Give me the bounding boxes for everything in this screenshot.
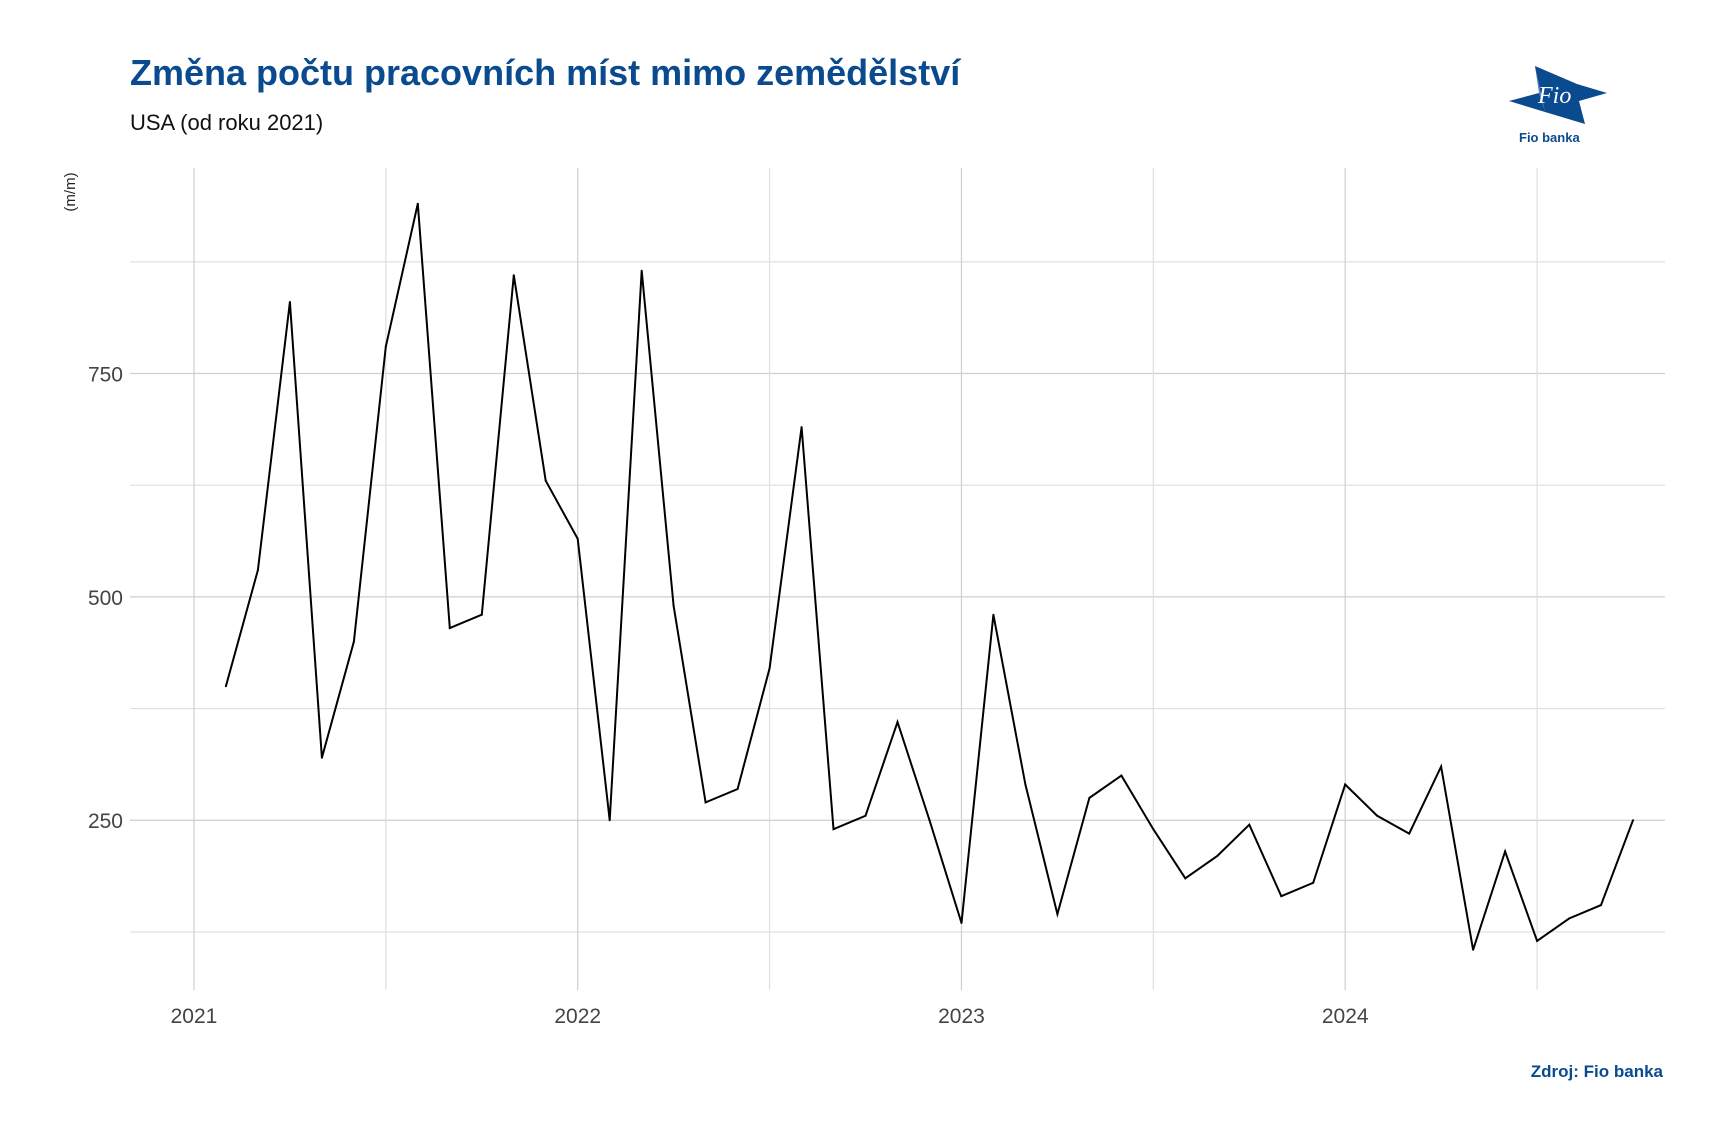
data-point — [1408, 832, 1411, 835]
data-point — [864, 814, 867, 817]
data-point — [800, 426, 803, 429]
data-point — [704, 801, 707, 804]
data-point — [224, 685, 227, 688]
data-point — [896, 720, 899, 723]
data-point — [960, 921, 963, 924]
data-point — [1344, 783, 1347, 786]
data-point — [928, 819, 931, 822]
logo-brand-text: Fio — [1537, 83, 1571, 109]
data-point — [1472, 948, 1475, 951]
source-note: Zdroj: Fio banka — [1530, 1062, 1663, 1081]
data-point — [1312, 881, 1315, 884]
data-point — [1120, 774, 1123, 777]
y-tick-label: 750 — [88, 364, 123, 387]
data-point — [1280, 895, 1283, 898]
x-tick-label: 2022 — [554, 1005, 601, 1028]
data-point — [1536, 939, 1539, 942]
data-point — [1440, 765, 1443, 768]
data-point — [1056, 913, 1059, 916]
y-axis-label: (m/m) — [62, 172, 79, 211]
data-point — [1216, 854, 1219, 857]
data-point — [1376, 814, 1379, 817]
data-point — [832, 828, 835, 831]
x-tick-label: 2021 — [171, 1005, 218, 1028]
chart-subtitle: USA (od roku 2021) — [130, 110, 324, 135]
x-tick-label: 2024 — [1322, 1005, 1369, 1028]
data-point — [1152, 828, 1155, 831]
x-axis-ticks: 2021 2022 2023 2024 — [171, 1005, 1369, 1028]
data-point — [1184, 877, 1187, 880]
data-point — [736, 787, 739, 790]
data-point — [256, 569, 259, 572]
y-tick-label: 500 — [88, 587, 123, 610]
data-point — [1632, 819, 1635, 822]
data-point — [1568, 917, 1571, 920]
data-point — [544, 479, 547, 482]
x-tick-label: 2023 — [938, 1005, 985, 1028]
data-point — [640, 269, 643, 272]
data-point — [512, 274, 515, 277]
data-point — [992, 613, 995, 616]
data-point — [608, 819, 611, 822]
series-line — [224, 203, 1634, 951]
chart-title: Změna počtu pracovních míst mimo zeměděl… — [130, 52, 961, 93]
logo-caption: Fio banka — [1519, 130, 1580, 145]
series-group — [224, 202, 1635, 951]
data-point — [384, 345, 387, 348]
y-tick-label: 250 — [88, 810, 123, 833]
data-point — [320, 756, 323, 759]
y-axis-ticks: 250 500 750 — [88, 364, 123, 834]
data-point — [1088, 796, 1091, 799]
data-point — [1248, 823, 1251, 826]
data-point — [352, 640, 355, 643]
data-point — [416, 202, 419, 205]
data-point — [576, 537, 579, 540]
data-point — [672, 604, 675, 607]
data-point — [1600, 904, 1603, 907]
grid-lines — [130, 168, 1665, 990]
data-point — [1504, 850, 1507, 853]
data-point — [480, 613, 483, 616]
data-point — [288, 301, 291, 304]
data-point — [448, 627, 451, 630]
fio-logo-icon: Fio — [1509, 66, 1607, 124]
data-point — [768, 667, 771, 670]
data-point — [1024, 783, 1027, 786]
